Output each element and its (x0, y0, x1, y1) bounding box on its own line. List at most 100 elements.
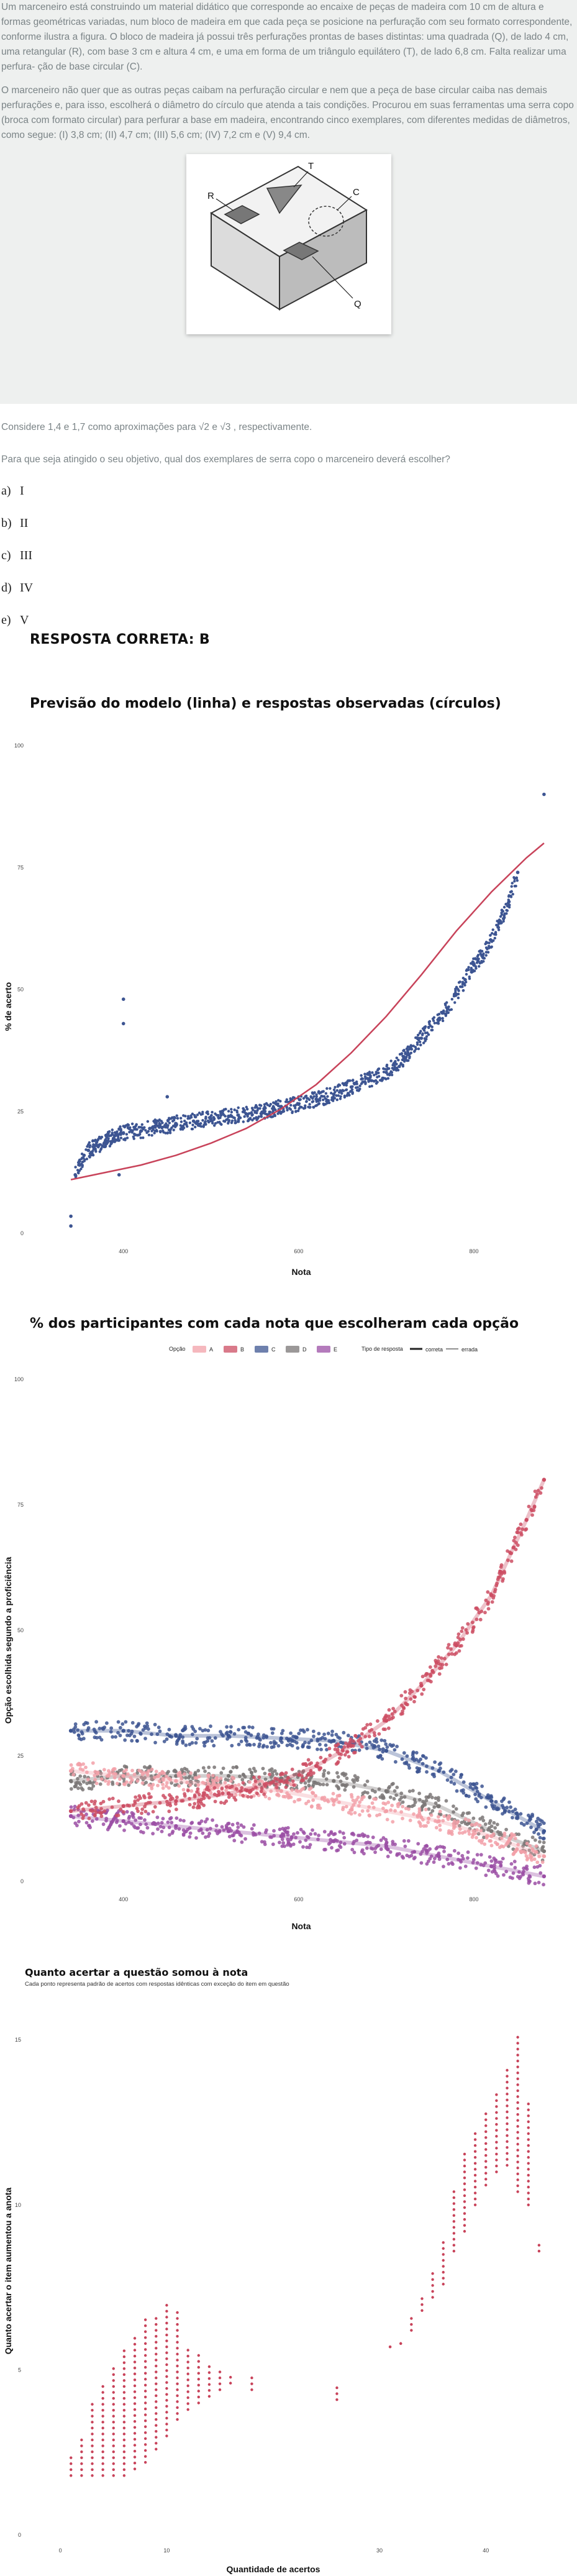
series-point-B (91, 1809, 94, 1813)
y-tick-label: 75 (17, 864, 24, 870)
series-point-C (365, 1747, 369, 1750)
series-point-C (198, 1727, 202, 1731)
gain-point (452, 2202, 456, 2205)
observed-point (502, 905, 506, 909)
series-point-A (161, 1786, 165, 1790)
gain-point (133, 2426, 137, 2429)
observed-point (111, 1137, 115, 1140)
gain-point (506, 2128, 509, 2131)
series-point-A (206, 1778, 210, 1783)
series-point-C (334, 1732, 338, 1737)
gain-point (516, 2107, 519, 2110)
option-d[interactable]: d) IV (1, 581, 34, 595)
series-point-B (328, 1753, 332, 1757)
gain-point (495, 2140, 498, 2144)
series-point-E (84, 1812, 88, 1816)
series-point-B (519, 1522, 523, 1527)
gain-point (176, 2388, 179, 2391)
series-point-E (208, 1827, 212, 1830)
option-c[interactable]: c) III (1, 549, 32, 562)
observed-point (385, 1063, 389, 1067)
series-point-E (442, 1865, 445, 1869)
series-point-B (403, 1690, 407, 1694)
series-point-B (165, 1799, 169, 1804)
series-point-C (207, 1736, 212, 1740)
series-point-A (478, 1823, 482, 1827)
gain-point (527, 2203, 530, 2206)
observed-point (277, 1098, 280, 1102)
option-a[interactable]: a) I (1, 484, 24, 498)
series-point-D (532, 1853, 537, 1857)
series-point-A (124, 1768, 128, 1772)
series-point-C (474, 1797, 478, 1801)
observed-point (125, 1136, 129, 1140)
series-point-D (240, 1778, 245, 1782)
series-point-B (360, 1745, 364, 1749)
observed-point (291, 1110, 294, 1113)
series-point-B (440, 1663, 445, 1667)
observed-point (467, 966, 470, 969)
series-point-E (332, 1832, 336, 1837)
series-point-A (77, 1763, 81, 1766)
series-point-E (494, 1871, 498, 1876)
gain-point (506, 2080, 509, 2084)
observed-point (507, 895, 511, 898)
series-point-D (77, 1781, 81, 1785)
series-point-C (368, 1740, 372, 1745)
series-point-A (471, 1829, 476, 1833)
series-point-C (129, 1732, 134, 1736)
series-point-E (294, 1835, 298, 1840)
series-point-A (524, 1854, 529, 1858)
gain-point (155, 2334, 158, 2338)
observed-point (358, 1087, 361, 1090)
series-point-E (257, 1831, 261, 1835)
gain-point (101, 2432, 104, 2436)
series-point-D (370, 1788, 375, 1793)
series-point-D (85, 1781, 89, 1786)
series-point-E (199, 1827, 203, 1832)
series-point-C (501, 1804, 504, 1807)
gain-point (527, 2120, 530, 2124)
gain-point (143, 2431, 147, 2434)
chart1-ylabel: % de acerto (3, 982, 13, 1031)
gain-point (155, 2429, 158, 2433)
gain-point (516, 2089, 519, 2093)
series-point-A (473, 1823, 477, 1827)
gain-point (452, 2208, 456, 2211)
series-point-A (267, 1796, 271, 1801)
series-point-C (265, 1735, 269, 1739)
series-point-A (437, 1819, 441, 1824)
observed-point (158, 1126, 161, 1129)
series-point-C (76, 1733, 81, 1737)
series-point-A (318, 1806, 322, 1811)
series-point-B (249, 1795, 253, 1799)
observed-point (398, 1064, 401, 1067)
gain-point (197, 2365, 200, 2369)
observed-point (503, 912, 506, 915)
series-point-B (246, 1794, 250, 1799)
observed-point (403, 1057, 407, 1061)
series-point-A (285, 1791, 289, 1795)
series-point-B (446, 1646, 450, 1650)
gain-point (165, 2428, 168, 2432)
option-b[interactable]: b) II (1, 516, 29, 530)
series-point-C (135, 1739, 139, 1743)
series-point-A (145, 1771, 150, 1775)
series-point-B (219, 1801, 223, 1805)
series-point-C (385, 1745, 389, 1749)
gain-point (484, 2142, 488, 2145)
series-point-B (416, 1688, 420, 1692)
observed-point (150, 1126, 153, 1130)
observed-point (355, 1082, 358, 1085)
observed-point (250, 1111, 253, 1114)
series-point-B (391, 1707, 395, 1710)
observed-point (180, 1125, 184, 1128)
series-point-A (360, 1796, 365, 1800)
series-point-D (303, 1781, 307, 1785)
option-e[interactable]: e) V (1, 613, 29, 627)
observed-point (94, 1141, 98, 1144)
observed-point (393, 1064, 396, 1068)
y-tick-label: 50 (17, 987, 24, 993)
series-point-C (290, 1739, 294, 1743)
observed-point (233, 1108, 236, 1112)
